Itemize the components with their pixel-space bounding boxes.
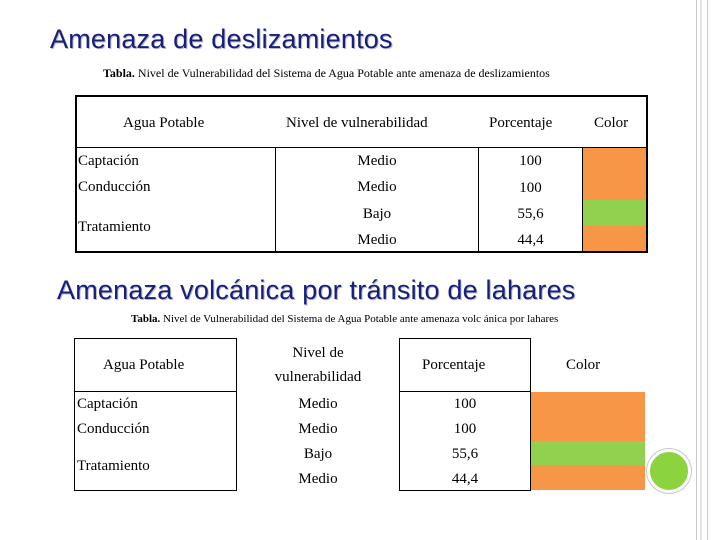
section2-color-swatch [531,417,645,441]
section1-header-color: Color [594,115,629,131]
section1-level: Bajo [362,206,392,222]
section1-header-porcentaje: Porcentaje [489,115,553,131]
section1-header-nivel: Nivel de vulnerabilidad [286,115,428,131]
section2-level: Medio [298,471,338,487]
section2-percentage: 100 [453,421,477,437]
section1-color-swatch [583,200,646,226]
section2-header-porcentaje: Porcentaje [422,357,486,373]
section2-component-conduccion: Conducción [77,421,150,437]
section2-caption-label: Tabla. [131,313,161,325]
section1-caption-label: Tabla. [103,66,135,80]
section2-level: Bajo [303,446,333,462]
section1-header-agua-potable: Agua Potable [123,115,205,131]
slide-frame-decoration [696,0,708,540]
section2-header-color: Color [566,357,601,373]
section1-level: Medio [357,153,397,169]
section2-percentage: 55,6 [451,446,479,462]
section1-color-swatch [583,148,646,174]
section2-level: Medio [298,421,338,437]
decorative-green-circle [647,449,691,493]
section1-level: Medio [357,232,397,248]
section2-color-swatch [531,441,645,465]
section1-component-captacion: Captación [78,153,139,169]
section2-title: Amenaza volcánica por tránsito de lahare… [57,275,576,305]
section2-header-nivel-line2: vulnerabilidad [274,369,362,385]
section1-component-tratamiento: Tratamiento [78,219,151,235]
section2-header-agua-potable: Agua Potable [103,357,185,373]
section1-component-conduccion: Conducción [78,179,151,195]
section1-percentage: 44,4 [517,232,544,248]
section1-color-swatch [583,174,646,200]
section2-component-captacion: Captación [77,396,138,412]
section2-caption: Tabla. Nivel de Vulnerabilidad del Siste… [131,313,558,325]
section2-percentage: 44,4 [451,471,479,487]
section2-color-swatch [531,465,645,490]
section1-color-swatch [583,226,646,251]
section1-table: Agua Potable Nivel de vulnerabilidad Por… [0,0,720,260]
section1-caption-text: Nivel de Vulnerabilidad del Sistema de A… [134,66,550,80]
section1-level: Medio [357,179,397,195]
section1-percentage: 100 [519,153,542,169]
section2-header-nivel-line1: Nivel de [292,345,344,361]
section1-title: Amenaza de deslizamientos [50,24,393,54]
section1-caption: Tabla. Nivel de Vulnerabilidad del Siste… [103,66,550,81]
section2-level: Medio [298,396,338,412]
section2-color-swatch [531,392,645,417]
section1-percentage: 100 [519,180,542,196]
section2-caption-text: Nivel de Vulnerabilidad del Sistema de A… [160,313,559,325]
section1-percentage: 55,6 [517,206,544,222]
section2-percentage: 100 [453,396,477,412]
section2-component-tratamiento: Tratamiento [77,458,150,474]
